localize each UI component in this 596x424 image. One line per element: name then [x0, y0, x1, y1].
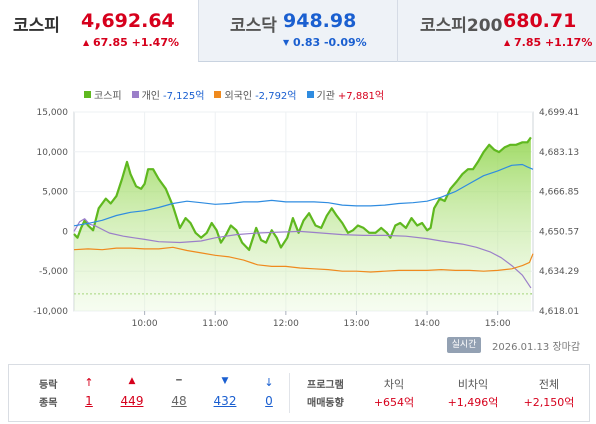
tab-kospi-change: ▲ 67.85 +1.47% — [83, 36, 180, 49]
series-line-코스피 — [73, 136, 532, 251]
tab-kosdaq[interactable]: 코스닥 948.98 ▼ 0.83 -0.09% — [198, 0, 397, 62]
legend-name: 개인 — [141, 91, 161, 102]
legend-swatch — [131, 91, 139, 98]
breadth-lower-limit-count[interactable]: 0 — [265, 394, 273, 408]
chart-legend: 코스피 개인 -7,125억 외국인 -2,792억 기관 +7,881억 — [84, 87, 384, 102]
tab-kospi-name: 코스피 — [13, 16, 60, 36]
breadth-label-1: 등락 — [39, 380, 58, 391]
program-total-head: 전체 — [538, 378, 560, 391]
tab-kospi200[interactable]: 코스피200 680.71 ▲ 7.85 +1.17% — [397, 0, 596, 62]
up-triangle-icon: ▲ — [83, 38, 90, 47]
divider — [289, 373, 290, 413]
legend-name: 외국인 — [224, 91, 253, 102]
tab-kospi200-price: 680.71 — [503, 10, 577, 32]
legend-item-kospi[interactable]: 코스피 — [84, 87, 122, 102]
legend-swatch — [214, 91, 222, 98]
tab-kosdaq-name: 코스닥 — [230, 16, 277, 36]
program-non-arbitrage-value: +1,496억 — [447, 396, 499, 409]
legend-name: 코스피 — [94, 91, 122, 102]
program-arbitrage-value: +654억 — [373, 396, 415, 409]
x-tick-label: 11:00 — [202, 319, 228, 329]
tab-kospi200-change: ▲ 7.85 +1.17% — [504, 36, 593, 49]
x-tick-label: 12:00 — [273, 319, 299, 329]
y-left-tick-label: -5,000 — [39, 267, 68, 277]
tab-kospi-price: 4,692.64 — [81, 10, 175, 32]
legend-item-individual[interactable]: 개인 -7,125억 — [131, 87, 205, 102]
breadth-upper-limit-count[interactable]: 1 — [85, 394, 93, 408]
y-right-tick-label: 4,634.29 — [539, 267, 579, 277]
x-tick-label: 13:00 — [343, 319, 369, 329]
flat-icon: ━ — [176, 376, 182, 386]
legend-item-foreign[interactable]: 외국인 -2,792억 — [214, 87, 297, 102]
legend-value: -7,125억 — [163, 91, 205, 102]
rise-icon: ▲ — [128, 376, 136, 386]
legend-swatch — [84, 91, 91, 98]
y-right-tick-label: 4,683.13 — [539, 148, 579, 158]
y-left-tick-label: 15,000 — [37, 108, 69, 118]
program-arbitrage-head: 차익 — [383, 378, 405, 391]
y-left-tick-label: 0 — [62, 227, 68, 237]
lower-limit-icon: ↓ — [264, 376, 274, 389]
breadth-rise-count[interactable]: 449 — [120, 394, 144, 408]
tab-kospi[interactable]: 코스피 4,692.64 ▲ 67.85 +1.47% — [0, 0, 198, 62]
series-line-개인 — [73, 218, 532, 289]
intraday-chart: 15,000 4,699.41 10,000 4,683.13 5,000 4,666.8… — [33, 108, 579, 329]
legend-swatch — [306, 91, 314, 98]
series-line-외국인 — [73, 246, 534, 273]
y-right-tick-label: 4,650.57 — [539, 227, 579, 237]
breadth-label-2: 종목 — [39, 398, 58, 409]
y-right-tick-label: 4,699.41 — [539, 108, 579, 118]
breadth-flat-count[interactable]: 48 — [171, 394, 187, 408]
y-right-tick-label: 4,666.85 — [539, 188, 579, 198]
tab-kosdaq-change: ▼ 0.83 -0.09% — [283, 36, 367, 49]
down-triangle-icon: ▼ — [283, 38, 290, 47]
up-triangle-icon: ▲ — [504, 38, 511, 47]
y-left-tick-label: -10,000 — [33, 307, 68, 317]
program-non-arbitrage-head: 비차익 — [457, 378, 489, 391]
legend-name: 기관 — [316, 91, 335, 102]
x-tick-label: 14:00 — [414, 319, 440, 329]
x-tick-label: 10:00 — [132, 319, 158, 329]
program-label-2: 매매동향 — [307, 398, 344, 409]
y-right-tick-label: 4,618.01 — [539, 307, 579, 317]
program-total-value: +2,150억 — [523, 396, 575, 409]
upper-limit-icon: ↑ — [84, 376, 94, 389]
realtime-badge[interactable]: 실시간 — [447, 337, 481, 353]
breadth-fall-count[interactable]: 432 — [213, 394, 237, 408]
fall-icon: ▼ — [221, 376, 229, 386]
program-label-1: 프로그램 — [307, 380, 344, 391]
tab-kospi200-name: 코스피200 — [420, 16, 503, 36]
market-breadth-box: 등락 종목 ↑ 1 ▲ 449 ━ 48 ▼ 432 ↓ 0 프로그램 매매동향… — [8, 364, 590, 422]
y-left-tick-label: 10,000 — [37, 148, 69, 158]
y-left-tick-label: 5,000 — [42, 188, 68, 198]
tab-kosdaq-price: 948.98 — [283, 10, 357, 32]
legend-item-institution[interactable]: 기관 +7,881억 — [306, 87, 385, 102]
legend-value: -2,792억 — [255, 91, 297, 102]
index-tabs: 코스피 4,692.64 ▲ 67.85 +1.47% 코스닥 948.98 ▼… — [0, 0, 596, 62]
legend-value: +7,881억 — [337, 91, 385, 102]
x-tick-label: 15:00 — [485, 319, 511, 329]
series-line-기관 — [73, 163, 534, 227]
market-date-status: 2026.01.13 장마감 — [492, 342, 581, 353]
